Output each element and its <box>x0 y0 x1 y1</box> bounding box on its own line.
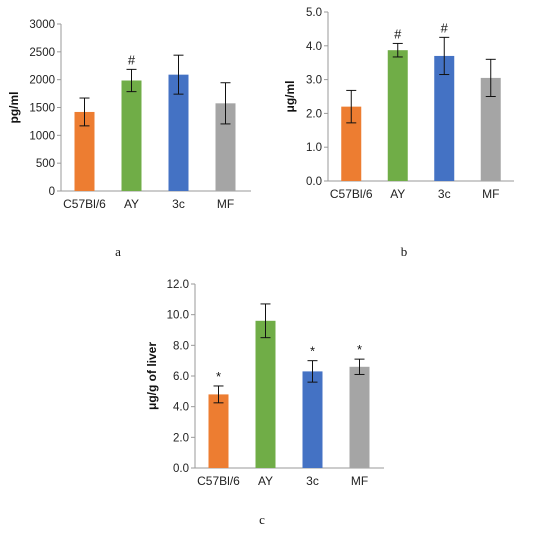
x-tick-label: AY <box>258 474 273 488</box>
y-tick-label: 4.0 <box>173 402 189 414</box>
bar-mf <box>480 77 501 181</box>
panel-label: b <box>401 244 408 259</box>
y-tick-label: 8.0 <box>173 340 189 352</box>
y-tick-label: 2.0 <box>306 108 322 120</box>
bar-c57bl6 <box>208 394 229 468</box>
bar-3c <box>434 55 455 181</box>
y-tick-label: 0.0 <box>173 463 189 475</box>
panel-label: c <box>259 512 265 527</box>
bar-mf <box>349 366 370 468</box>
x-tick-label: 3c <box>438 187 451 201</box>
x-tick-label: C57Bl/6 <box>197 474 240 488</box>
x-tick-label: MF <box>217 197 234 211</box>
y-tick-label: 3000 <box>29 19 55 31</box>
bar-ay <box>387 50 408 181</box>
significance-mark: * <box>310 344 315 359</box>
x-tick-label: 3c <box>172 197 185 211</box>
bar-3c <box>168 74 189 191</box>
significance-mark: * <box>216 369 221 384</box>
y-tick-label: 500 <box>36 158 55 170</box>
panel-label: a <box>115 244 121 259</box>
y-tick-label: 3.0 <box>306 75 322 87</box>
chart-panel-b: 0.0 1.0 2.0 3.0 4.0 5.0 μg/ml C57Bl/6 # AY #3c MF b <box>283 7 514 259</box>
y-tick-label: 5.0 <box>306 7 322 19</box>
y-tick-label: 0.0 <box>306 176 322 188</box>
x-tick-label: C57Bl/6 <box>63 197 106 211</box>
bar-ay <box>255 320 276 468</box>
y-tick-label: 1000 <box>29 130 55 142</box>
y-tick-label: 2.0 <box>173 432 189 444</box>
significance-mark: # <box>128 52 136 67</box>
x-tick-label: C57Bl/6 <box>330 187 373 201</box>
y-tick-label: 2000 <box>29 75 55 87</box>
y-tick-label: 4.0 <box>306 41 322 53</box>
y-tick-label: 6.0 <box>173 371 189 383</box>
x-tick-label: MF <box>482 187 499 201</box>
y-axis-title: pg/ml <box>7 92 21 124</box>
significance-mark: # <box>441 20 449 35</box>
bar-c57bl6 <box>341 106 362 181</box>
y-tick-label: 2500 <box>29 47 55 59</box>
y-axis-title: μg/g of liver <box>145 342 159 410</box>
chart-panel-c: 0.0 2.0 4.0 6.0 8.0 10.0 12.0 μg/g of liver * C57… <box>145 279 384 527</box>
y-tick-label: 10.0 <box>167 310 189 322</box>
y-axis-title: μg/ml <box>283 80 297 112</box>
bar-mf <box>215 103 236 191</box>
significance-mark: * <box>357 342 362 357</box>
bar-c57bl6 <box>74 111 95 191</box>
y-tick-label: 0 <box>49 186 55 198</box>
x-tick-label: AY <box>124 197 139 211</box>
y-tick-label: 1500 <box>29 103 55 115</box>
bar-ay <box>121 80 142 191</box>
chart-panel-a: 0 500 1000 1500 2000 2500 3000 pg/ml C57Bl/6 # AY 3… <box>7 19 251 259</box>
x-tick-label: AY <box>390 187 405 201</box>
significance-mark: # <box>394 26 402 41</box>
y-tick-label: 12.0 <box>167 279 189 291</box>
bar-3c <box>302 371 323 468</box>
y-tick-label: 1.0 <box>306 142 322 154</box>
x-tick-label: MF <box>351 474 368 488</box>
x-tick-label: 3c <box>306 474 319 488</box>
